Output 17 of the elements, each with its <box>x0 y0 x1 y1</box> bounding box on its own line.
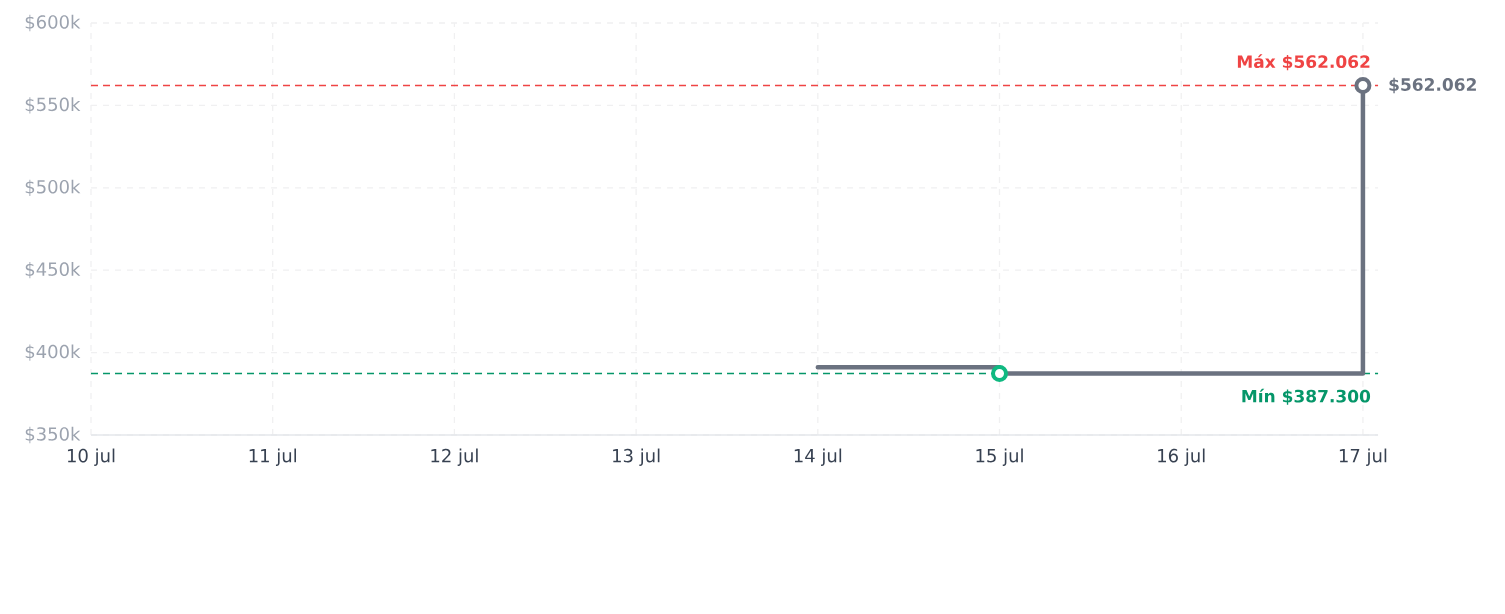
x-tick-label: 15 jul <box>976 448 1023 466</box>
y-tick-label: $550k <box>25 97 81 114</box>
x-tick-label: 17 jul <box>1339 448 1387 466</box>
y-tick-label: $400k <box>25 344 81 361</box>
ref-line-label: Máx $562.062 <box>1237 54 1370 71</box>
annotation: $562.062 <box>1389 77 1476 94</box>
x-tick-label: 13 jul <box>613 448 660 466</box>
y-tick-label: $350k <box>25 426 81 444</box>
y-tick-label: $500k <box>25 179 81 196</box>
x-tick-label: 12 jul <box>431 448 478 466</box>
x-tick-label: 11 jul <box>249 448 297 466</box>
y-tick-label: $600k <box>25 14 81 32</box>
x-tick-label: 16 jul <box>1158 448 1205 466</box>
y-tick-label: $450k <box>25 262 81 279</box>
x-tick-label: 10 jul <box>67 448 115 466</box>
ref-line-label: Mín $387.300 <box>1242 388 1371 405</box>
x-tick-label: 14 jul <box>794 448 842 466</box>
